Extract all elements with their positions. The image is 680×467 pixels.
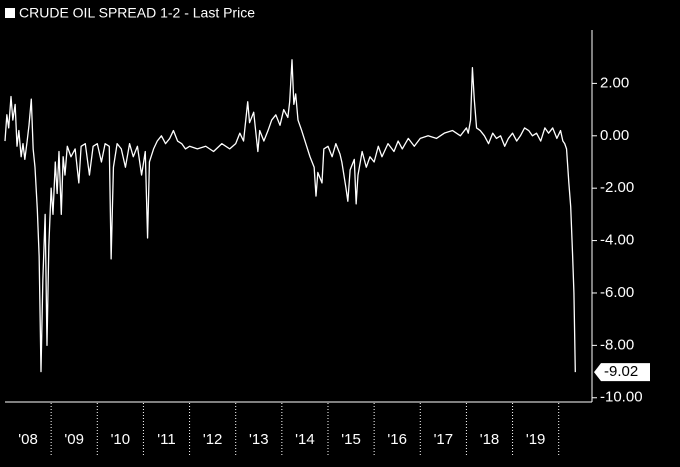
x-tick-label: '15 xyxy=(341,431,361,448)
y-tick-label: 0.00 xyxy=(600,127,629,144)
x-tick-label: '16 xyxy=(387,431,407,448)
last-price-box xyxy=(594,363,650,382)
last-price-label: -9.02 xyxy=(604,363,638,380)
y-tick-label: -2.00 xyxy=(600,179,634,196)
y-tick-label: -8.00 xyxy=(600,336,634,353)
x-tick-label: '12 xyxy=(203,431,223,448)
x-tick-label: '19 xyxy=(526,431,546,448)
legend-swatch xyxy=(5,8,15,18)
x-tick-label: '17 xyxy=(434,431,454,448)
y-tick-label: -10.00 xyxy=(600,389,643,406)
x-tick-label: '14 xyxy=(295,431,315,448)
series-line xyxy=(4,59,576,373)
x-tick-label: '13 xyxy=(249,431,269,448)
y-tick-label: -6.00 xyxy=(600,284,634,301)
y-tick-label: 2.00 xyxy=(600,74,629,91)
x-tick-label: '09 xyxy=(64,431,84,448)
x-tick-label: '18 xyxy=(480,431,500,448)
x-tick-label: '08 xyxy=(18,431,38,448)
y-tick-label: -4.00 xyxy=(600,232,634,249)
x-tick-label: '10 xyxy=(111,431,131,448)
x-tick-label: '11 xyxy=(157,431,175,448)
legend-label: CRUDE OIL SPREAD 1-2 - Last Price xyxy=(19,5,255,21)
